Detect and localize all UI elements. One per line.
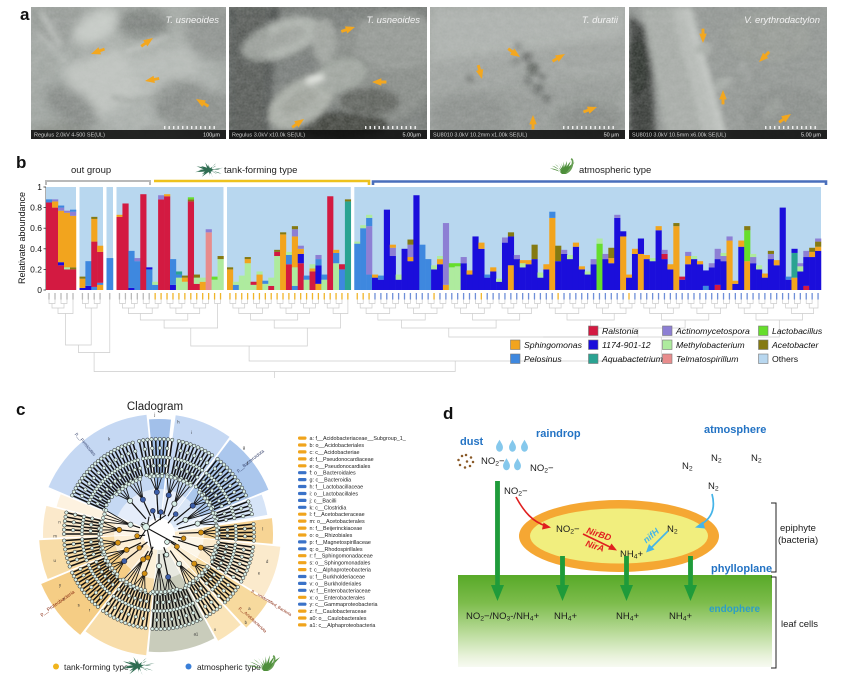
svg-text:SU8010 3.0kV 10.5mm x6.00k SE(: SU8010 3.0kV 10.5mm x6.00k SE(UL) bbox=[632, 133, 726, 139]
svg-text:5.00μm: 5.00μm bbox=[403, 133, 422, 139]
svg-text:(bacteria): (bacteria) bbox=[778, 535, 818, 546]
svg-text:w: f__Enterobacteriaceae: w: f__Enterobacteriaceae bbox=[309, 588, 371, 594]
svg-text:q: o__Rhodospirillales: q: o__Rhodospirillales bbox=[310, 547, 363, 553]
svg-text:Methylobacterium: Methylobacterium bbox=[676, 340, 745, 350]
svg-text:0.6: 0.6 bbox=[30, 223, 42, 233]
svg-text:a: a bbox=[20, 5, 30, 24]
svg-text:Regulus 3.0kV x10.0k SE(UL): Regulus 3.0kV x10.0k SE(UL) bbox=[232, 133, 305, 139]
svg-text:0: 0 bbox=[37, 285, 42, 295]
svg-text:i: o__Lactobacillales: i: o__Lactobacillales bbox=[310, 492, 359, 498]
svg-text:endophere: endophere bbox=[709, 604, 761, 615]
svg-text:y: c__Gammaproteobacteria: y: c__Gammaproteobacteria bbox=[310, 602, 378, 608]
svg-text:V. erythrodactylon: V. erythrodactylon bbox=[744, 15, 820, 26]
svg-text:Pelosinus: Pelosinus bbox=[524, 354, 562, 364]
svg-text:c: c__Acidobacteriae: c: c__Acidobacteriae bbox=[310, 450, 360, 456]
svg-text:phylloplane: phylloplane bbox=[711, 563, 772, 575]
svg-text:raindrop: raindrop bbox=[536, 428, 581, 440]
svg-text:out group: out group bbox=[71, 165, 111, 176]
svg-text:p: f__Magnetospirillaceae: p: f__Magnetospirillaceae bbox=[310, 540, 371, 546]
svg-text:atmospheric type: atmospheric type bbox=[579, 165, 651, 176]
svg-text:tank-forming type: tank-forming type bbox=[224, 165, 297, 176]
svg-text:r: f__Sphingomonadaceae: r: f__Sphingomonadaceae bbox=[310, 554, 373, 560]
svg-text:j: j bbox=[153, 412, 155, 417]
svg-text:0.4: 0.4 bbox=[30, 244, 42, 254]
svg-text:0.8: 0.8 bbox=[30, 203, 42, 213]
svg-text:m: m bbox=[53, 534, 57, 539]
svg-text:o: o__Rhizobiales: o: o__Rhizobiales bbox=[310, 533, 353, 539]
svg-text:NO2−: NO2− bbox=[504, 486, 528, 498]
svg-text:a0: o__Caulobacterales: a0: o__Caulobacterales bbox=[310, 616, 367, 622]
svg-text:Sphingomonas: Sphingomonas bbox=[524, 340, 583, 350]
svg-text:t: c__Alphaproteobacteria: t: c__Alphaproteobacteria bbox=[310, 568, 371, 574]
svg-text:c: c bbox=[16, 400, 25, 419]
svg-text:Aquabactetrium: Aquabactetrium bbox=[601, 354, 663, 364]
svg-text:i: i bbox=[191, 430, 192, 435]
svg-text:NH4+: NH4+ bbox=[669, 611, 693, 623]
svg-text:Lactobacillus: Lactobacillus bbox=[772, 326, 823, 336]
svg-text:s: s bbox=[78, 602, 80, 607]
svg-text:Acetobacter: Acetobacter bbox=[771, 340, 819, 350]
svg-text:NH4+: NH4+ bbox=[554, 611, 578, 623]
svg-text:v: o__Burkholderiales: v: o__Burkholderiales bbox=[310, 581, 362, 587]
svg-text:l: f__Acetobacteraceae: l: f__Acetobacteraceae bbox=[310, 512, 365, 518]
svg-text:h: f__Lactobacillaceae: h: f__Lactobacillaceae bbox=[310, 485, 364, 491]
svg-text:50 μm: 50 μm bbox=[604, 133, 620, 139]
svg-text:NO2−: NO2− bbox=[481, 456, 505, 468]
svg-text:x: o__Enterobacterales: x: o__Enterobacterales bbox=[310, 595, 366, 601]
svg-text:atmospheric type: atmospheric type bbox=[197, 662, 261, 672]
svg-text:5.00 μm: 5.00 μm bbox=[801, 133, 821, 139]
svg-text:Actinomycetospora: Actinomycetospora bbox=[675, 326, 750, 336]
svg-text:a1: a1 bbox=[194, 632, 199, 637]
svg-text:NO2−: NO2− bbox=[556, 524, 580, 536]
svg-text:Others: Others bbox=[772, 354, 799, 364]
svg-text:leaf cells: leaf cells bbox=[781, 619, 818, 630]
svg-text:b: b bbox=[16, 153, 26, 172]
svg-text:0.2: 0.2 bbox=[30, 264, 42, 274]
svg-text:s: o__Sphingomonadales: s: o__Sphingomonadales bbox=[310, 561, 371, 567]
svg-text:Telmatospirillum: Telmatospirillum bbox=[676, 354, 738, 364]
svg-text:NO2−: NO2− bbox=[530, 463, 554, 475]
svg-text:f: o__Bacteroidales: f: o__Bacteroidales bbox=[310, 471, 356, 477]
svg-text:atmosphere: atmosphere bbox=[704, 424, 766, 436]
svg-text:Ralstonia: Ralstonia bbox=[602, 326, 638, 336]
svg-text:d: f__Pseudonocardiaceae: d: f__Pseudonocardiaceae bbox=[310, 457, 374, 463]
svg-text:100μm: 100μm bbox=[203, 133, 220, 139]
svg-text:NO2−/NO3-/NH4+: NO2−/NO3-/NH4+ bbox=[466, 611, 540, 623]
svg-text:m: o__Acetobacterales: m: o__Acetobacterales bbox=[310, 519, 365, 525]
svg-text:u: f__Burkholderiaceae: u: f__Burkholderiaceae bbox=[310, 575, 365, 581]
svg-text:T. duratii: T. duratii bbox=[582, 15, 619, 26]
svg-text:j: c__Bacilli: j: c__Bacilli bbox=[309, 498, 337, 504]
svg-text:epiphyte: epiphyte bbox=[780, 523, 816, 534]
svg-text:n: f__Beijerinckiaceae: n: f__Beijerinckiaceae bbox=[310, 526, 363, 532]
svg-text:dust: dust bbox=[460, 436, 484, 448]
svg-text:b: o__Acidobacteriales: b: o__Acidobacteriales bbox=[310, 443, 365, 449]
svg-text:e: o__Pseudonocardiales: e: o__Pseudonocardiales bbox=[310, 464, 371, 470]
svg-text:1174-901-12: 1174-901-12 bbox=[602, 340, 651, 350]
svg-text:g: c__Bacteroidia: g: c__Bacteroidia bbox=[310, 478, 352, 484]
svg-text:Regulus 2.0kV 4-500 SE(UL): Regulus 2.0kV 4-500 SE(UL) bbox=[34, 133, 105, 139]
svg-text:a1: c__Alphaproteobacteria: a1: c__Alphaproteobacteria bbox=[310, 623, 376, 629]
svg-text:tank-forming type: tank-forming type bbox=[64, 662, 129, 672]
svg-text:Relativate aboundance: Relativate aboundance bbox=[17, 192, 27, 284]
svg-text:a: f__Acidobacteriaceae__Subgr: a: f__Acidobacteriaceae__Subgroup_1_ bbox=[310, 436, 407, 442]
svg-text:l: l bbox=[262, 526, 263, 531]
svg-text:k: c__Clostridia: k: c__Clostridia bbox=[310, 505, 347, 511]
svg-text:d: d bbox=[443, 404, 453, 423]
svg-text:T. usneoides: T. usneoides bbox=[366, 15, 420, 26]
svg-text:z: f__Caulobacteraceae: z: f__Caulobacteraceae bbox=[310, 609, 367, 615]
svg-text:SU8010 3.0kV 10.2mm x1.00k SE(: SU8010 3.0kV 10.2mm x1.00k SE(UL) bbox=[433, 133, 527, 139]
svg-text:1: 1 bbox=[37, 182, 42, 192]
svg-text:NH4+: NH4+ bbox=[616, 611, 640, 623]
svg-text:T. usneoides: T. usneoides bbox=[165, 15, 219, 26]
svg-text:NH4+: NH4+ bbox=[620, 549, 644, 561]
